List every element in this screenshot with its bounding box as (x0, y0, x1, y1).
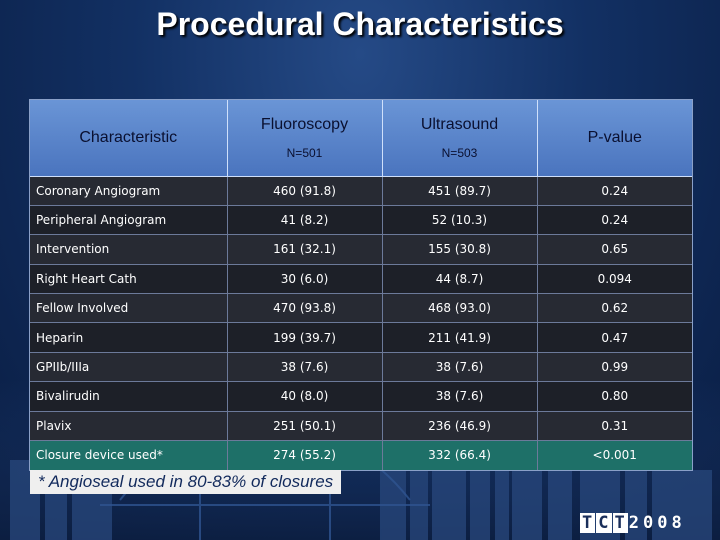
ultrasound-value: 236 (46.9) (382, 410, 538, 441)
header-ultrasound-label: Ultrasound (420, 115, 499, 133)
table-row: Plavix 251 (50.1) 236 (46.9) 0.31 (30, 410, 692, 441)
ultrasound-value: 332 (66.4) (382, 440, 538, 470)
ultrasound-value: 211 (41.9) (382, 322, 538, 353)
p-value: 0.62 (537, 293, 692, 323)
header-fluoroscopy-label: Fluoroscopy (260, 115, 349, 133)
fluoroscopy-value: 470 (93.8) (227, 293, 383, 323)
table-header-row: Characteristic Fluoroscopy N=501 Ultraso… (30, 100, 692, 177)
header-characteristic-label: Characteristic (79, 128, 178, 146)
logo-letter: T (580, 513, 596, 533)
fluoroscopy-value: 460 (91.8) (227, 175, 383, 206)
logo-letter: T (612, 513, 628, 533)
p-value: 0.99 (537, 351, 692, 382)
logo-digit: 2 (628, 513, 640, 533)
header-pvalue: P-value (537, 100, 692, 177)
fluoroscopy-value: 161 (32.1) (227, 234, 383, 265)
table-row: Right Heart Cath 30 (6.0) 44 (8.7) 0.094 (30, 263, 692, 294)
logo-digit: 0 (657, 513, 669, 533)
table-row: Fellow Involved 470 (93.8) 468 (93.0) 0.… (30, 293, 692, 323)
row-label: Intervention (30, 234, 228, 265)
ultrasound-value: 38 (7.6) (382, 351, 538, 382)
footnote: * Angioseal used in 80-83% of closures (30, 470, 342, 494)
fluoroscopy-value: 199 (39.7) (227, 322, 383, 353)
table-row: GPIIb/IIIa 38 (7.6) 38 (7.6) 0.99 (30, 351, 692, 382)
table-row: Peripheral Angiogram 41 (8.2) 52 (10.3) … (30, 204, 692, 235)
row-label: Bivalirudin (30, 381, 228, 412)
header-characteristic: Characteristic (30, 100, 228, 177)
fluoroscopy-value: 251 (50.1) (227, 410, 383, 441)
logo-digit: 0 (643, 513, 655, 533)
row-label: Right Heart Cath (30, 263, 228, 294)
table-row: Intervention 161 (32.1) 155 (30.8) 0.65 (30, 234, 692, 265)
p-value: 0.65 (537, 234, 692, 265)
p-value: 0.094 (537, 263, 692, 294)
p-value: 0.47 (537, 322, 692, 353)
table-row-highlighted: Closure device used* 274 (55.2) 332 (66.… (30, 440, 692, 470)
header-pvalue-label: P-value (587, 128, 642, 146)
ultrasound-value: 451 (89.7) (382, 175, 538, 206)
header-ultrasound: Ultrasound N=503 (382, 100, 538, 177)
logo-digit: 8 (671, 513, 683, 533)
fluoroscopy-value: 40 (8.0) (227, 381, 383, 412)
row-label: Plavix (30, 410, 228, 441)
ultrasound-value: 44 (8.7) (382, 263, 538, 294)
ultrasound-value: 468 (93.0) (382, 293, 538, 323)
row-label: GPIIb/IIIa (30, 351, 228, 382)
p-value: 0.24 (537, 175, 692, 206)
row-label: Peripheral Angiogram (30, 204, 228, 235)
fluoroscopy-value: 41 (8.2) (227, 204, 383, 235)
p-value: 0.24 (537, 204, 692, 235)
fluoroscopy-value: 30 (6.0) (227, 263, 383, 294)
p-value: 0.31 (537, 410, 692, 441)
p-value: <0.001 (537, 440, 692, 470)
fluoroscopy-value: 274 (55.2) (227, 440, 383, 470)
ultrasound-value: 155 (30.8) (382, 234, 538, 265)
logo-letter: C (596, 513, 612, 533)
ultrasound-value: 38 (7.6) (382, 381, 538, 412)
table-row: Bivalirudin 40 (8.0) 38 (7.6) 0.80 (30, 381, 692, 412)
row-label: Fellow Involved (30, 293, 228, 323)
slide-title: Procedural Characteristics (156, 6, 564, 42)
row-label: Heparin (30, 322, 228, 353)
table-row: Heparin 199 (39.7) 211 (41.9) 0.47 (30, 322, 692, 353)
characteristics-table: Characteristic Fluoroscopy N=501 Ultraso… (29, 99, 693, 471)
header-fluoroscopy: Fluoroscopy N=501 (227, 100, 383, 177)
table-row: Coronary Angiogram 460 (91.8) 451 (89.7)… (30, 175, 692, 206)
row-label: Coronary Angiogram (30, 175, 228, 206)
row-label: Closure device used* (30, 440, 228, 470)
p-value: 0.80 (537, 381, 692, 412)
ultrasound-value: 52 (10.3) (382, 204, 538, 235)
header-ultrasound-n: N=503 (441, 145, 478, 160)
header-fluoroscopy-n: N=501 (286, 145, 323, 160)
tct2008-logo: T C T 2 0 0 8 (580, 512, 686, 534)
fluoroscopy-value: 38 (7.6) (227, 351, 383, 382)
